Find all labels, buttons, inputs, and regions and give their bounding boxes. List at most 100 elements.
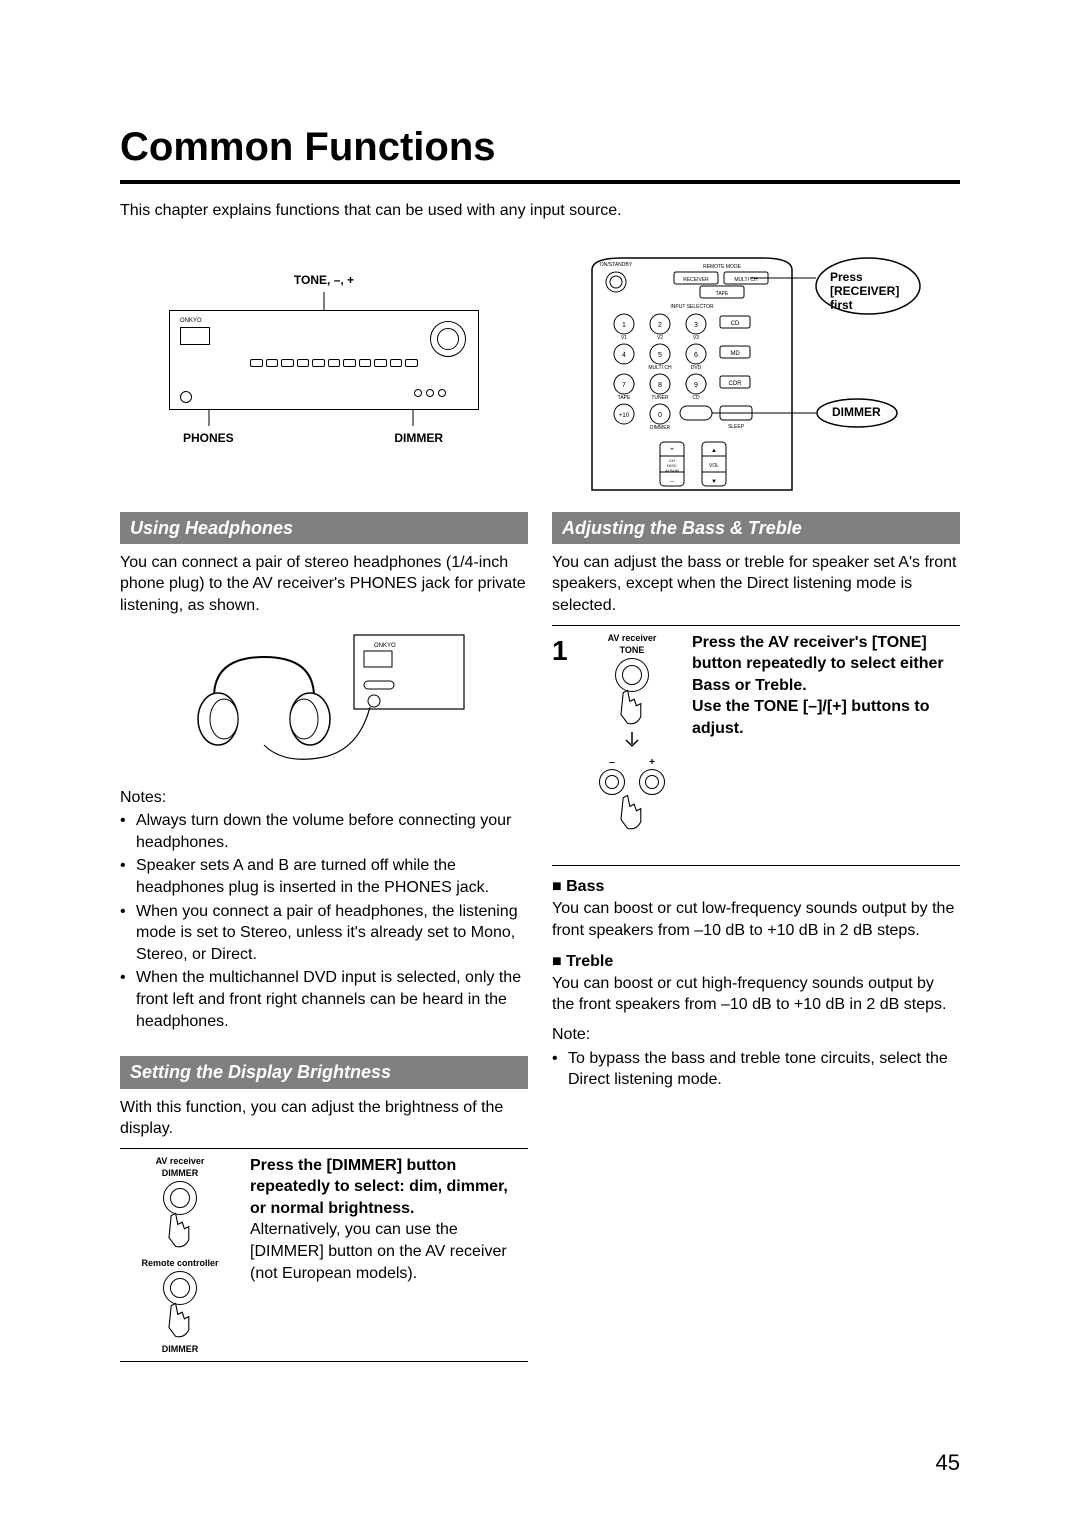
page-title: Common Functions (120, 120, 960, 174)
svg-text:5: 5 (658, 352, 662, 359)
using-headphones-heading: Using Headphones (120, 512, 528, 544)
bass-body: You can boost or cut low-frequency sound… (552, 898, 960, 941)
tone-label: TONE, –, + (120, 272, 528, 288)
svg-text:INPUT SELECTOR: INPUT SELECTOR (670, 304, 714, 310)
svg-text:1: 1 (622, 322, 626, 329)
svg-text:+: + (670, 447, 674, 453)
svg-text:V1: V1 (621, 335, 627, 341)
bt-step-text: Press the AV receiver's [TONE] button re… (692, 632, 960, 740)
right-column: Adjusting the Bass & Treble You can adju… (552, 502, 960, 1369)
bass-treble-step: 1 AV receiver TONE – + (552, 632, 960, 836)
bt-step-bold-1: Press the AV receiver's [TONE] button re… (692, 634, 944, 694)
dimmer-knobs-icon (414, 389, 464, 399)
svg-text:+10: +10 (619, 413, 630, 419)
step-rule-top (120, 1148, 528, 1149)
headphones-body: You can connect a pair of stereo headpho… (120, 552, 528, 617)
bass-treble-heading: Adjusting the Bass & Treble (552, 512, 960, 544)
svg-text:8: 8 (658, 382, 662, 389)
press-receiver-label: Press [RECEIVER] first (830, 270, 899, 313)
treble-body: You can boost or cut high-frequency soun… (552, 973, 960, 1016)
receiver-display (180, 327, 210, 345)
svg-text:V2: V2 (657, 335, 663, 341)
svg-text:▲: ▲ (711, 448, 717, 454)
svg-text:ALBUM: ALBUM (665, 468, 679, 473)
list-item: When you connect a pair of headphones, t… (120, 901, 528, 966)
brightness-step-rest: Alternatively, you can use the [DIMMER] … (250, 1221, 507, 1281)
step-rule-bottom (120, 1361, 528, 1362)
bt-step-bold-2: Use the TONE [–]/[+] buttons to adjust. (692, 698, 929, 737)
bt-step-rule-top (552, 625, 960, 626)
list-item: To bypass the bass and treble tone circu… (552, 1048, 960, 1091)
bass-treble-body: You can adjust the bass or treble for sp… (552, 552, 960, 617)
svg-text:REMOTE MODE: REMOTE MODE (703, 264, 741, 270)
display-brightness-heading: Setting the Display Brightness (120, 1056, 528, 1088)
svg-text:9: 9 (694, 382, 698, 389)
tone-icon-label: TONE (582, 644, 682, 656)
svg-text:CDR: CDR (729, 381, 743, 387)
main-columns: Using Headphones You can connect a pair … (120, 502, 960, 1369)
remote-diagram: ON/STANDBY REMOTE MODE RECEIVER MULTI CH… (552, 252, 952, 492)
phones-label: PHONES (169, 430, 313, 446)
svg-text:SLEEP: SLEEP (728, 424, 745, 430)
step-number: 1 (552, 632, 572, 670)
receiver-brand: ONKYO (180, 317, 202, 325)
page-number: 45 (936, 1448, 960, 1478)
brightness-step-icons: AV receiver DIMMER Remote controller DIM… (120, 1155, 240, 1356)
svg-text:MD: MD (730, 351, 740, 357)
av-receiver-label: AV receiver (120, 1155, 240, 1167)
receiver-front-panel: ONKYO (169, 310, 479, 410)
svg-text:TAPE: TAPE (618, 395, 631, 401)
bt-step-rule-bottom (552, 865, 960, 866)
receiver-buttons-row (250, 359, 418, 369)
list-item: Speaker sets A and B are turned off whil… (120, 855, 528, 898)
hand-icon (610, 686, 654, 730)
plus-label: + (639, 756, 665, 770)
list-item: Always turn down the volume before conne… (120, 810, 528, 853)
svg-text:DVD: DVD (691, 365, 702, 371)
svg-text:2: 2 (658, 322, 662, 329)
svg-text:4: 4 (622, 352, 626, 359)
remote-diagram-col: ON/STANDBY REMOTE MODE RECEIVER MULTI CH… (552, 252, 960, 502)
svg-text:TUNER: TUNER (651, 395, 669, 401)
svg-text:6: 6 (694, 352, 698, 359)
title-rule (120, 180, 960, 184)
svg-text:VOL: VOL (709, 463, 719, 469)
hand-icon (610, 791, 654, 835)
hand-icon (158, 1209, 202, 1253)
svg-text:CD: CD (692, 395, 700, 401)
brightness-step-text: Press the [DIMMER] button repeatedly to … (250, 1155, 528, 1285)
svg-text:7: 7 (622, 382, 626, 389)
svg-text:ONKYO: ONKYO (374, 643, 396, 649)
brightness-body: With this function, you can adjust the b… (120, 1097, 528, 1140)
svg-text:3: 3 (694, 322, 698, 329)
svg-text:RECEIVER: RECEIVER (683, 277, 709, 283)
svg-text:V3: V3 (693, 335, 699, 341)
top-diagrams-row: TONE, –, + ONKYO PHONES DIMMER (120, 252, 960, 502)
dimmer-icon-label: DIMMER (120, 1167, 240, 1179)
headphones-notes-label: Notes: (120, 787, 528, 809)
onstandby-label: ON/STANDBY (600, 262, 633, 268)
svg-text:MULTI CH: MULTI CH (648, 365, 672, 371)
bass-subheading: Bass (552, 876, 960, 898)
brightness-step: AV receiver DIMMER Remote controller DIM… (120, 1155, 528, 1356)
svg-text:TAPE: TAPE (716, 291, 729, 297)
svg-text:0: 0 (658, 412, 662, 419)
treble-subheading: Treble (552, 951, 960, 973)
brightness-step-bold: Press the [DIMMER] button repeatedly to … (250, 1157, 508, 1217)
left-column: Using Headphones You can connect a pair … (120, 502, 528, 1369)
dimmer-label: DIMMER (313, 430, 479, 446)
receiver-diagram-col: TONE, –, + ONKYO PHONES DIMMER (120, 252, 528, 502)
bt-note-label: Note: (552, 1024, 960, 1046)
list-item: When the multichannel DVD input is selec… (120, 967, 528, 1032)
svg-text:▼: ▼ (711, 479, 717, 485)
headphones-notes-list: Always turn down the volume before conne… (120, 810, 528, 1032)
phones-jack-icon (180, 391, 192, 403)
intro-text: This chapter explains functions that can… (120, 200, 960, 222)
svg-text:DIMMER: DIMMER (650, 425, 671, 431)
bt-step-icons: AV receiver TONE – + (582, 632, 682, 836)
volume-knob (430, 321, 466, 357)
remote-dimmer-label: DIMMER (832, 405, 881, 419)
headphones-diagram: ONKYO (174, 627, 474, 777)
svg-text:CD: CD (731, 321, 740, 327)
hand-icon (158, 1299, 202, 1343)
